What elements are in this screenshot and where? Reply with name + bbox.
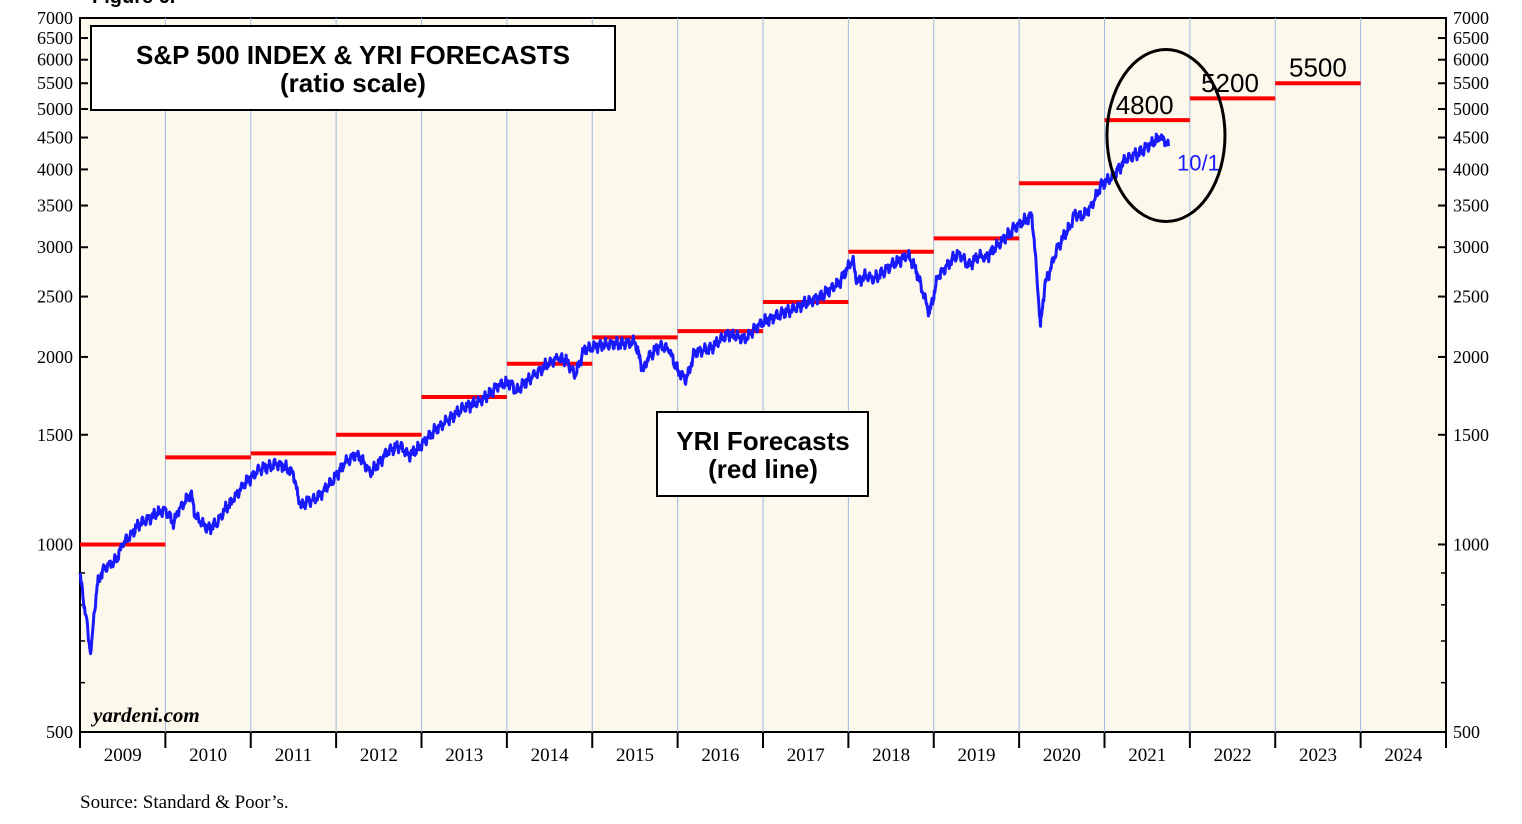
x-tick-label-2012: 2012 (360, 745, 398, 766)
x-tick-label-2011: 2011 (275, 745, 312, 766)
x-tick-label-2010: 2010 (189, 745, 227, 766)
legend-line1: YRI Forecasts (676, 426, 849, 456)
watermark: yardeni.com (90, 703, 200, 727)
y-tick-label-right-5500: 5500 (1453, 73, 1489, 93)
y-tick-label-left-5000: 5000 (37, 99, 73, 119)
annotation-5500: 5500 (1289, 52, 1347, 82)
annotation-5200: 5200 (1201, 68, 1259, 98)
x-tick-label-2019: 2019 (957, 745, 995, 766)
y-tick-label-left-1500: 1500 (37, 425, 73, 445)
chart-subtitle: (ratio scale) (280, 68, 426, 98)
annotation-10-1: 10/1 (1177, 151, 1220, 176)
y-tick-label-left-6500: 6500 (37, 28, 73, 48)
legend-line2: (red line) (708, 454, 818, 484)
y-tick-label-right-6500: 6500 (1453, 28, 1489, 48)
y-tick-label-left-2000: 2000 (37, 347, 73, 367)
annotation-4800: 4800 (1116, 90, 1174, 120)
y-tick-label-left-4500: 4500 (37, 128, 73, 148)
y-tick-label-left-5500: 5500 (37, 73, 73, 93)
y-tick-label-right-5000: 5000 (1453, 99, 1489, 119)
title-box: S&P 500 INDEX & YRI FORECASTS (ratio sca… (90, 25, 616, 111)
chart-title: S&P 500 INDEX & YRI FORECASTS (136, 40, 570, 70)
x-tick-label-2009: 2009 (104, 745, 142, 766)
y-tick-label-left-7000: 7000 (37, 8, 73, 28)
y-axis-right: 500 1000 1500 2000 2500 3000 3500 4000 4500 5000 5… (1438, 8, 1489, 742)
x-axis: 2009 2010 2011 2012 2013 2014 2015 2016 2017 2018… (79, 732, 1447, 766)
x-tick-label-2018: 2018 (872, 745, 910, 766)
x-tick-label-2016: 2016 (701, 745, 739, 766)
y-tick-label-left-3500: 3500 (37, 196, 73, 216)
y-tick-label-right-500: 500 (1453, 722, 1480, 742)
y-tick-label-right-7000: 7000 (1453, 8, 1489, 28)
x-tick-label-2024: 2024 (1384, 745, 1423, 766)
x-tick-label-2021: 2021 (1128, 745, 1166, 766)
y-tick-label-right-2500: 2500 (1453, 287, 1489, 307)
forecast-series (80, 81, 1361, 547)
y-tick-label-right-6000: 6000 (1453, 50, 1489, 70)
y-tick-label-right-3000: 3000 (1453, 237, 1489, 257)
x-tick-label-2023: 2023 (1299, 745, 1337, 766)
x-tick-label-2020: 2020 (1043, 745, 1081, 766)
x-tick-label-2015: 2015 (616, 745, 654, 766)
y-tick-label-left-6000: 6000 (37, 50, 73, 70)
y-tick-label-left-500: 500 (46, 722, 73, 742)
figure-label: Figure 6. (92, 0, 175, 9)
y-tick-label-right-1000: 1000 (1453, 534, 1489, 554)
highlight-circle (1105, 48, 1227, 224)
y-tick-label-right-2000: 2000 (1453, 347, 1489, 367)
y-tick-label-right-3500: 3500 (1453, 196, 1489, 216)
x-tick-label-2014: 2014 (531, 745, 570, 766)
x-tick-label-2022: 2022 (1214, 745, 1252, 766)
y-tick-label-left-4000: 4000 (37, 159, 73, 179)
y-tick-label-left-1000: 1000 (37, 534, 73, 554)
y-tick-label-right-4000: 4000 (1453, 159, 1489, 179)
sp500-series-line (78, 132, 1170, 656)
x-tick-label-2013: 2013 (445, 745, 483, 766)
y-tick-label-left-3000: 3000 (37, 237, 73, 257)
annotations: 4800 5200 5500 10/1 (1116, 52, 1347, 175)
source-note: Source: Standard & Poor’s. (80, 792, 289, 813)
y-tick-label-right-4500: 4500 (1453, 128, 1489, 148)
x-tick-label-2017: 2017 (787, 745, 825, 766)
y-tick-label-left-2500: 2500 (37, 287, 73, 307)
legend-box: YRI Forecasts (red line) (656, 411, 869, 497)
y-tick-label-right-1500: 1500 (1453, 425, 1489, 445)
